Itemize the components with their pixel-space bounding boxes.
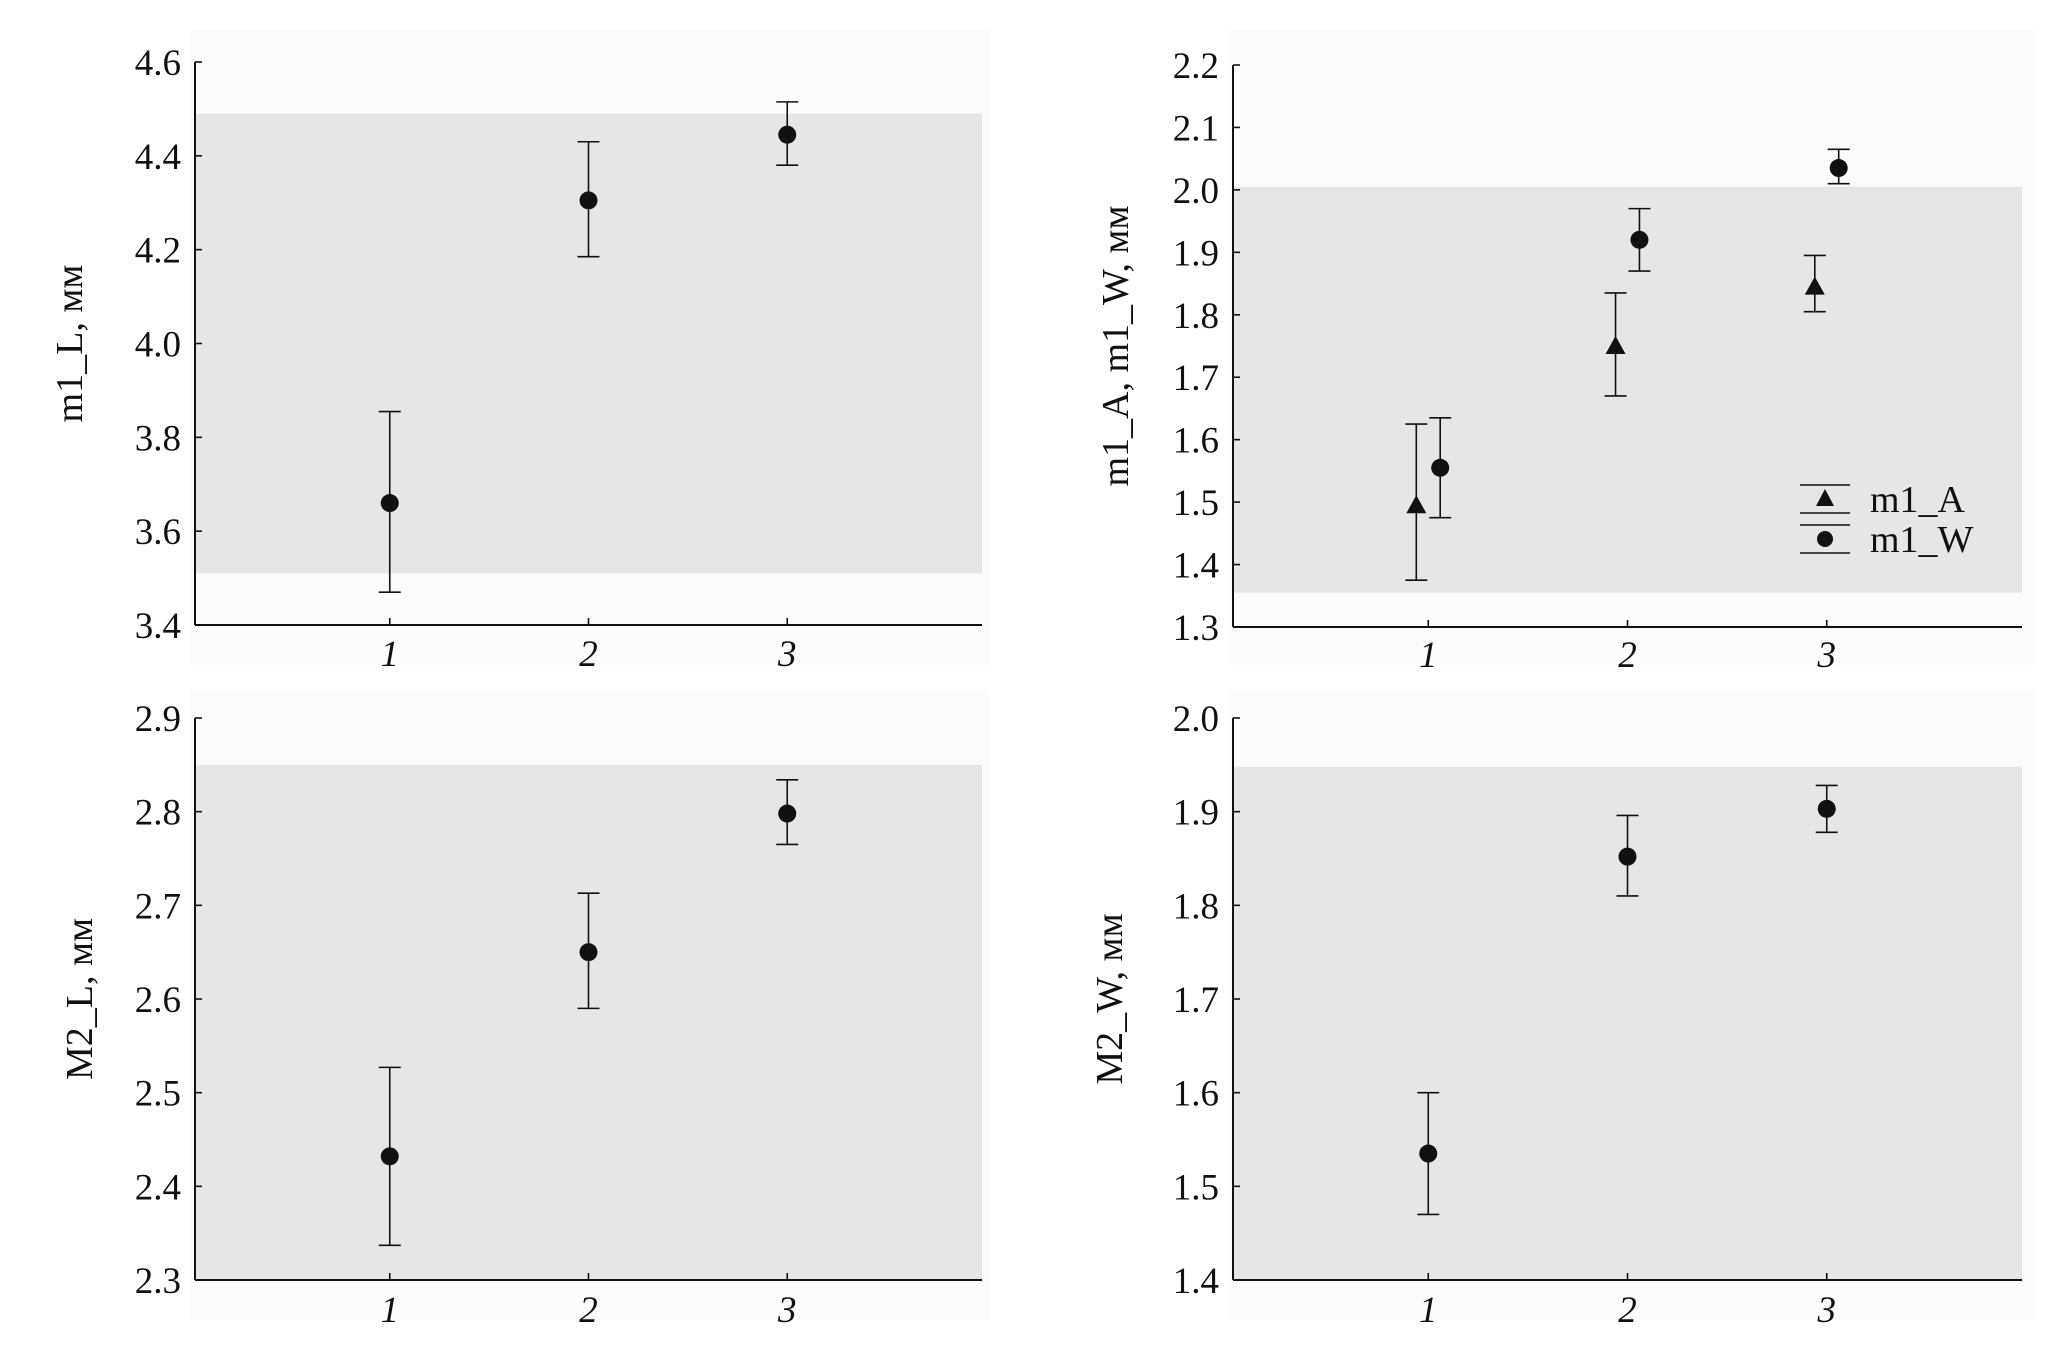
x-tick-label: 2 — [1618, 635, 1637, 676]
y-tick-label: 2.8 — [135, 793, 181, 834]
data-point-circle — [1618, 847, 1637, 866]
data-point-triangle — [1406, 495, 1427, 514]
y-tick-label: 1.8 — [1173, 886, 1219, 927]
y-tick-label: 2.0 — [1173, 171, 1219, 212]
x-tick-label: 2 — [579, 634, 598, 675]
chart-panel-bottom-right: 1.4 1.5 1.6 1.7 1.8 1.9 2.0 1 2 3 M2_W, мм — [1089, 690, 2035, 1331]
x-tick-label: 3 — [777, 1290, 797, 1331]
data-point-circle — [579, 191, 598, 210]
y-tick-label: 1.9 — [1173, 793, 1219, 834]
x-tick-label: 1 — [381, 1290, 400, 1331]
y-tick-label: 2.6 — [135, 980, 181, 1021]
y-tick-label: 1.4 — [1173, 1261, 1219, 1302]
legend-circle-icon — [1817, 530, 1833, 547]
y-tick-label: 1.6 — [1173, 1074, 1219, 1115]
y-tick-label: 2.1 — [1173, 108, 1219, 149]
reference-band — [195, 764, 982, 1280]
y-tick-label: 3.4 — [135, 606, 181, 647]
legend-label: m1_A — [1870, 479, 1966, 521]
y-tick-label: 1.3 — [1173, 608, 1219, 649]
y-tick-label: 1.7 — [1173, 980, 1219, 1021]
y-tick-label: 3.6 — [135, 512, 181, 553]
chart-panel-bottom-left: 2.3 2.4 2.5 2.6 2.7 2.8 2.9 1 2 3 M2_L, мм — [59, 690, 990, 1331]
y-tick-label: 3.8 — [135, 418, 181, 459]
y-tick-label: 2.3 — [135, 1261, 181, 1302]
reference-band — [1233, 186, 2022, 593]
data-point-circle — [380, 494, 399, 513]
y-tick-label: 4.2 — [135, 231, 181, 272]
x-tick-label: 2 — [579, 1290, 598, 1331]
x-tick-label: 3 — [1816, 635, 1836, 676]
legend-triangle-icon — [1816, 488, 1834, 506]
data-point-circle — [1630, 230, 1649, 249]
y-tick-label: 1.5 — [1173, 1167, 1219, 1208]
chart-panel-top-right: 1.3 1.4 1.5 1.6 1.7 1.8 1.9 2.0 2.1 2.2 1 2 3 m1_A, m… — [1095, 30, 2035, 676]
y-tick-label: 4.4 — [135, 137, 181, 178]
y-tick-label: 2.4 — [135, 1167, 181, 1208]
y-tick-label: 1.5 — [1173, 483, 1219, 524]
data-point-circle — [1431, 458, 1450, 477]
x-tick-label: 1 — [381, 634, 400, 675]
y-tick-label: 1.7 — [1173, 358, 1219, 399]
y-tick-label: 2.0 — [1173, 699, 1219, 740]
y-tick-label: 1.8 — [1173, 296, 1219, 337]
data-point-circle — [778, 804, 797, 823]
y-axis-label: m1_L, мм — [49, 265, 91, 423]
data-point-triangle — [1605, 336, 1626, 354]
data-point-circle — [778, 125, 797, 144]
y-tick-label: 2.9 — [135, 699, 181, 740]
y-tick-label: 1.4 — [1173, 546, 1219, 587]
x-tick-label: 3 — [777, 634, 797, 675]
data-point-circle — [1817, 799, 1836, 818]
x-tick-label: 3 — [1816, 1290, 1836, 1331]
x-tick-label: 1 — [1419, 1290, 1438, 1331]
y-tick-label: 2.5 — [135, 1074, 181, 1115]
y-axis-label: m1_A, m1_W, мм — [1095, 205, 1137, 486]
x-tick-label: 1 — [1419, 635, 1438, 676]
y-axis-label: M2_W, мм — [1089, 913, 1131, 1084]
legend: m1_Am1_W — [1800, 479, 1974, 561]
data-point-circle — [1419, 1144, 1438, 1163]
legend-label: m1_W — [1870, 519, 1974, 561]
x-tick-label: 2 — [1618, 1290, 1637, 1331]
y-tick-label: 2.7 — [135, 886, 181, 927]
chart-panel-top-left: 3.4 3.6 3.8 4.0 4.2 4.4 4.6 1 2 3 m1_L, мм — [49, 30, 990, 675]
y-tick-label: 4.6 — [135, 43, 181, 84]
y-axis-label: M2_L, мм — [59, 918, 101, 1080]
y-tick-label: 1.9 — [1173, 233, 1219, 274]
data-point-circle — [579, 943, 598, 962]
y-tick-label: 1.6 — [1173, 421, 1219, 462]
y-tick-label: 4.0 — [135, 325, 181, 366]
data-point-circle — [380, 1147, 399, 1166]
data-point-circle — [1829, 159, 1848, 178]
y-tick-label: 2.2 — [1173, 46, 1219, 87]
data-point-triangle — [1804, 276, 1825, 295]
